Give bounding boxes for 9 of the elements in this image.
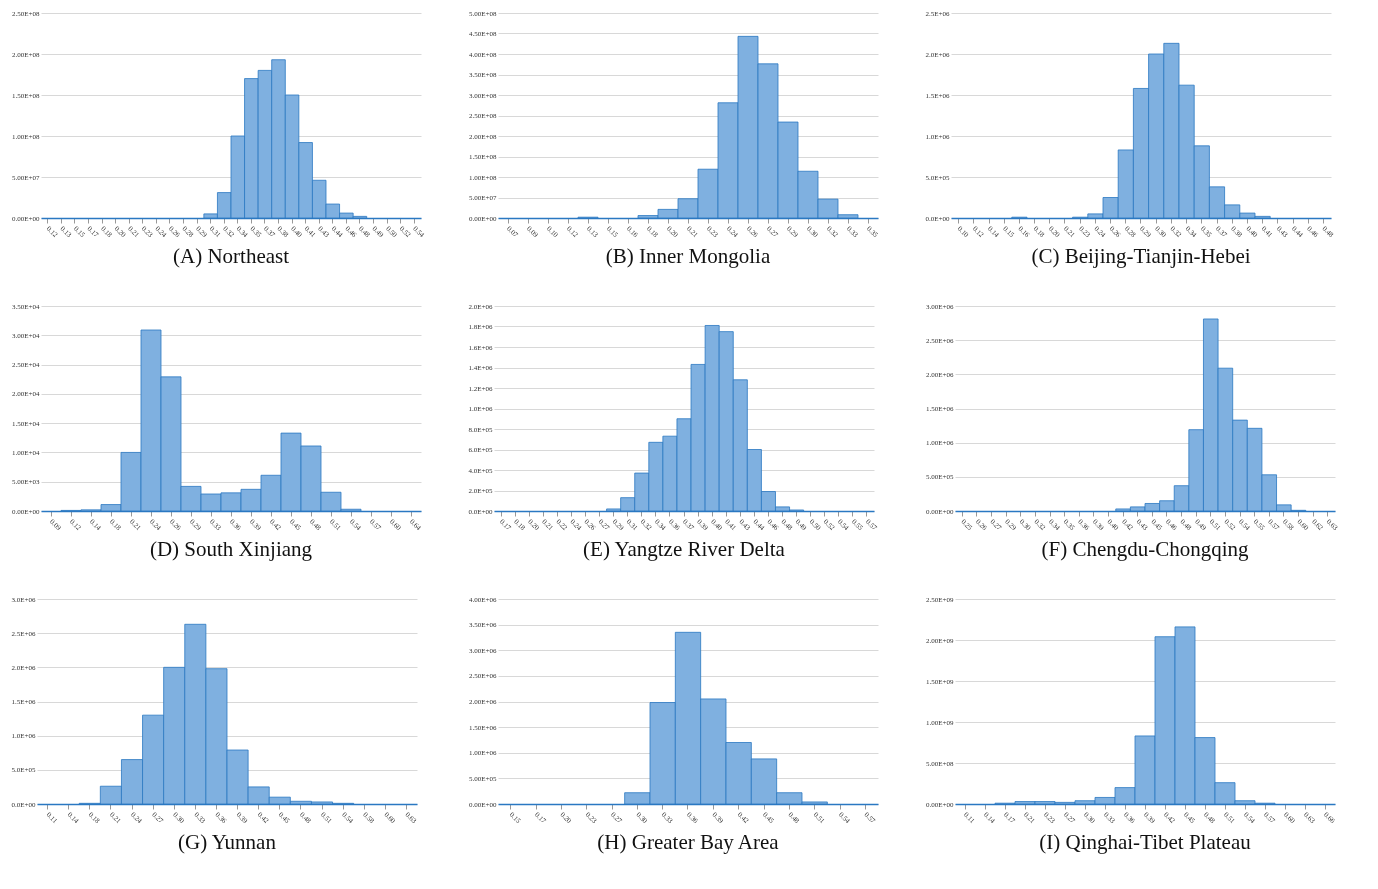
text: (E) Yangtze River Delta <box>583 536 786 561</box>
text: (A) Northeast <box>172 243 290 268</box>
text: (C) Beijing-Tianjin-Hebei <box>1031 243 1251 268</box>
text: (G) Yunnan <box>178 829 277 854</box>
text: (B) Inner Mongolia <box>605 243 771 268</box>
text: (H) Greater Bay Area <box>597 829 780 854</box>
text: (I) Qinghai-Tibet Plateau <box>1039 829 1252 854</box>
text: (F) Chengdu-Chongqing <box>1041 536 1250 561</box>
text: (D) South Xinjiang <box>149 536 313 561</box>
